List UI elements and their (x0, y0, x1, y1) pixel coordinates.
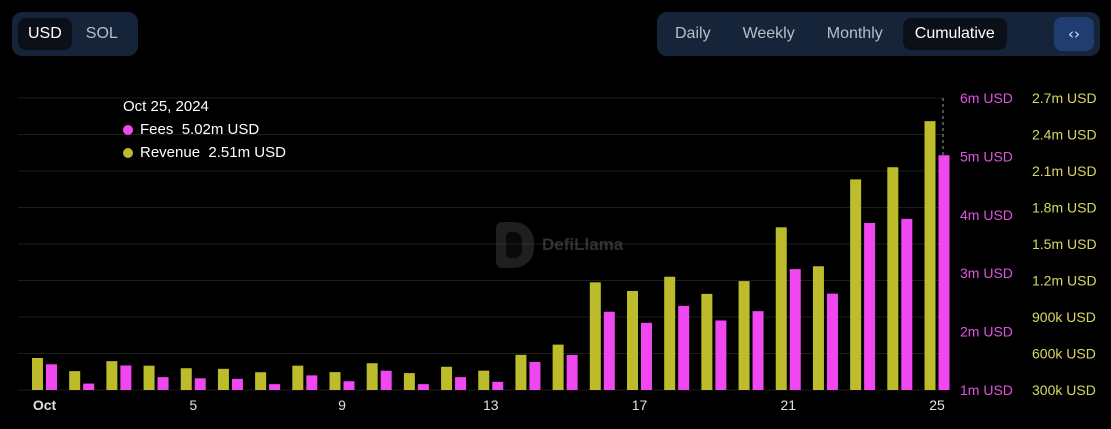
y-left-tick-label: 2m USD (960, 324, 1013, 340)
x-tick-label: 25 (929, 397, 945, 413)
fees-bar (826, 293, 838, 390)
watermark: DefiLlama (496, 222, 623, 268)
revenue-bar (32, 358, 43, 390)
revenue-bar (329, 372, 341, 390)
fees-bar (157, 377, 169, 390)
fees-bar (938, 155, 950, 390)
y-right-tick-label: 2.7m USD (1032, 90, 1097, 106)
revenue-bar (217, 368, 229, 390)
y-left-tick-label: 5m USD (960, 148, 1013, 164)
x-tick-label: 13 (483, 397, 499, 413)
y-right-tick-label: 1.8m USD (1032, 200, 1097, 216)
revenue-bar (403, 373, 415, 390)
fees-dot-icon (123, 124, 133, 135)
fees-bar (194, 378, 206, 390)
tooltip-revenue-value: 2.51m USD (208, 144, 286, 161)
defillama-logo-icon (496, 222, 534, 268)
fees-bar (269, 384, 281, 390)
tooltip-date: Oct 25, 2024 (123, 98, 209, 115)
revenue-bar (701, 293, 713, 390)
revenue-bar (515, 354, 527, 390)
fees-bar (752, 311, 764, 390)
currency-toggle: USD SOL (12, 12, 138, 56)
fees-bar (83, 383, 95, 390)
y-right-tick-label: 2.1m USD (1032, 163, 1097, 179)
revenue-bar (69, 371, 81, 390)
fees-bar (46, 364, 57, 390)
fees-bar (231, 378, 243, 390)
tooltip-fees-label: Fees (140, 121, 174, 138)
x-tick-label: 9 (338, 397, 346, 413)
revenue-bar (812, 266, 824, 390)
y-right-tick-label: 900k USD (1032, 309, 1096, 325)
y-right-tick-label: 2.4m USD (1032, 127, 1097, 143)
fees-bar (603, 311, 615, 390)
revenue-bar (366, 363, 378, 390)
fees-bar (455, 377, 467, 390)
revenue-bar (887, 167, 899, 390)
fees-bar (120, 365, 132, 390)
currency-usd-button[interactable]: USD (18, 18, 72, 50)
revenue-bar (441, 366, 453, 390)
revenue-bar (255, 372, 267, 390)
revenue-dot-icon (123, 147, 133, 158)
chart-tooltip: Oct 25, 2024 Fees 5.02m USD Revenue 2.51… (123, 95, 286, 164)
fees-bar (343, 381, 355, 390)
tooltip-fees-value: 5.02m USD (181, 121, 260, 138)
y-right-tick-label: 300k USD (1032, 382, 1096, 398)
fees-bar (417, 384, 429, 390)
fees-bar (306, 375, 318, 390)
x-tick-label: 5 (189, 397, 197, 413)
period-toggle: Daily Weekly Monthly Cumulative ‹› (657, 12, 1100, 56)
revenue-bar (552, 344, 564, 390)
x-tick-label: Oct (33, 397, 57, 413)
revenue-bar (143, 365, 155, 390)
revenue-bar (738, 281, 750, 390)
revenue-bar (627, 290, 638, 390)
revenue-bar (775, 227, 787, 390)
y-left-tick-label: 6m USD (960, 90, 1013, 106)
fees-bar (380, 370, 392, 390)
fees-bar (789, 269, 801, 390)
watermark-text: DefiLlama (542, 235, 624, 254)
y-right-tick-label: 1.5m USD (1032, 236, 1097, 252)
x-tick-label: 17 (632, 397, 648, 413)
period-monthly-button[interactable]: Monthly (826, 25, 883, 42)
y-left-tick-label: 3m USD (960, 265, 1013, 281)
y-left-tick-label: 4m USD (960, 207, 1013, 223)
fees-bar (678, 305, 690, 390)
y-right-tick-label: 600k USD (1032, 346, 1096, 362)
fees-bar (715, 320, 727, 390)
x-tick-label: 21 (780, 397, 796, 413)
revenue-bar (106, 361, 118, 390)
tooltip-revenue-row: Revenue 2.51m USD (123, 141, 286, 164)
fees-bar (492, 381, 504, 390)
tooltip-revenue-label: Revenue (140, 144, 201, 161)
revenue-bar (292, 365, 304, 390)
currency-sol-button[interactable]: SOL (85, 25, 118, 42)
revenue-bar (664, 276, 676, 390)
code-icon[interactable]: ‹› (1054, 17, 1094, 51)
revenue-bar (589, 282, 601, 390)
fees-bar (641, 322, 652, 390)
revenue-bar (478, 370, 490, 390)
fees-bar (529, 361, 541, 390)
revenue-bar (180, 368, 192, 390)
revenue-bar (850, 179, 862, 390)
period-cumulative-button[interactable]: Cumulative (902, 18, 1007, 50)
tooltip-fees-row: Fees 5.02m USD (123, 118, 286, 141)
period-daily-button[interactable]: Daily (675, 25, 711, 42)
fees-bar (901, 218, 913, 390)
fees-bar (566, 354, 578, 390)
fees-bar (864, 222, 876, 390)
revenue-bar (924, 121, 936, 390)
y-left-tick-label: 1m USD (960, 382, 1013, 398)
y-right-tick-label: 1.2m USD (1032, 273, 1097, 289)
period-weekly-button[interactable]: Weekly (742, 25, 795, 42)
